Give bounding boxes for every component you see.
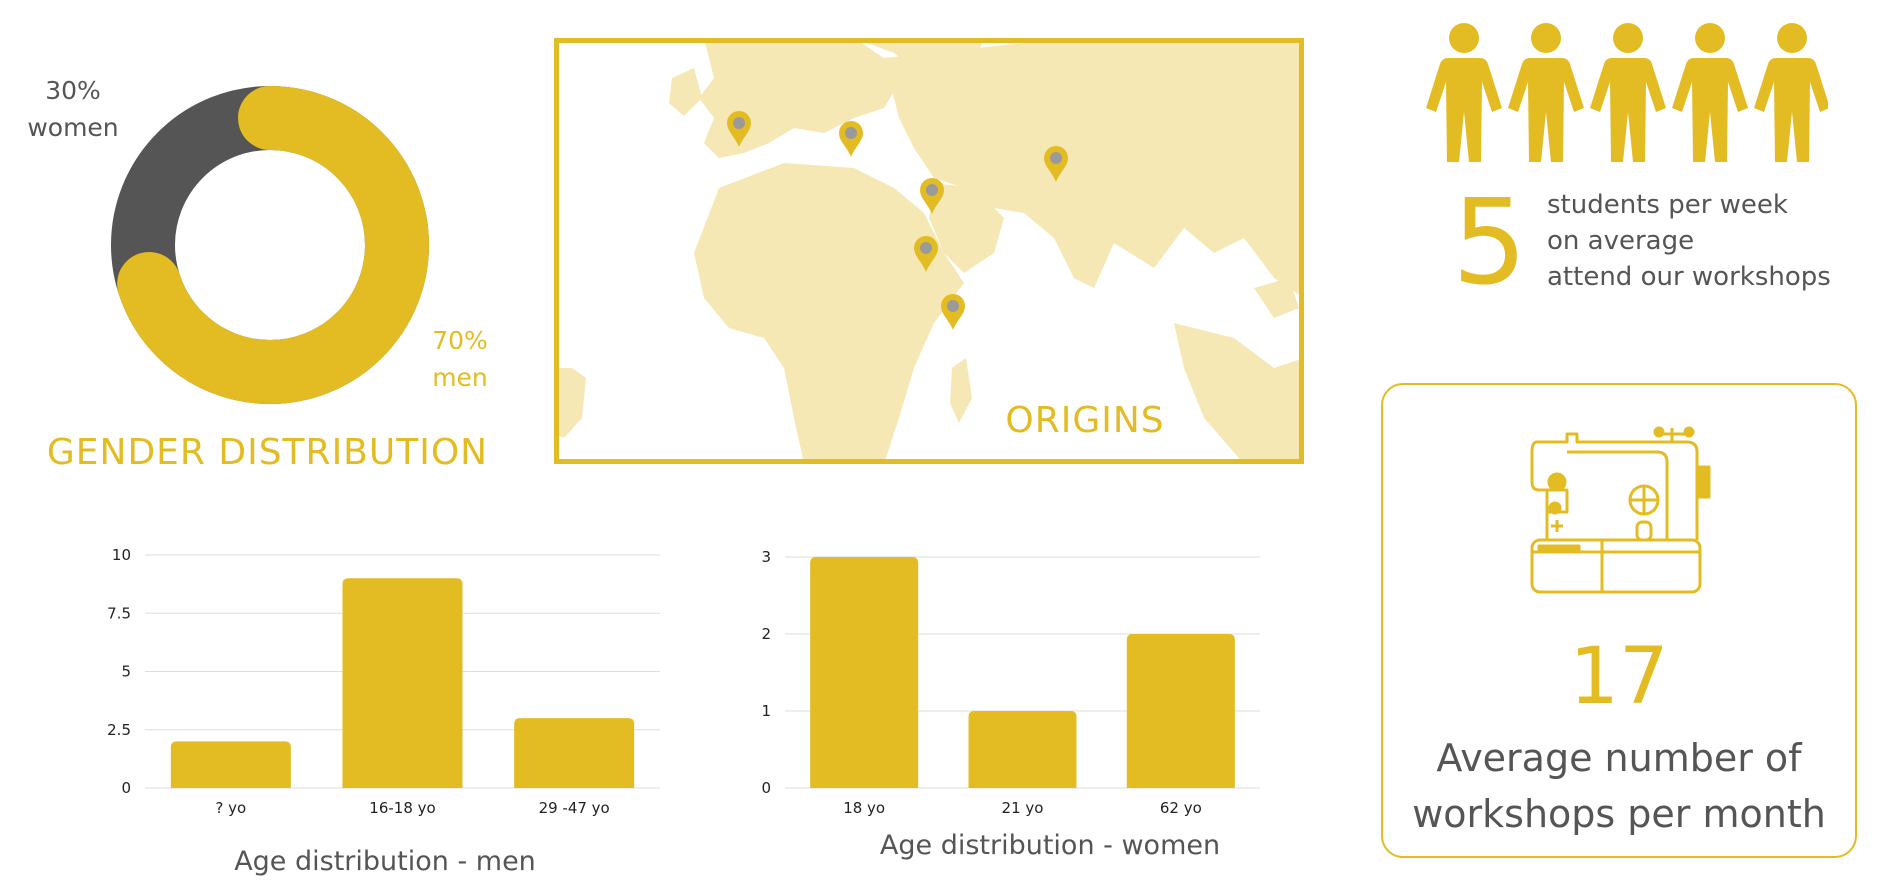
bar [170, 741, 291, 788]
men-percent: 70% [432, 326, 488, 355]
women-text: women [27, 113, 119, 142]
origin-pins [727, 111, 1068, 330]
x-tick-label: 62 yo [1160, 799, 1202, 817]
x-tick-label: 21 yo [1002, 799, 1044, 817]
x-tick-label: 18 yo [843, 799, 885, 817]
person-icon [1590, 23, 1666, 162]
person-icon [1672, 23, 1748, 162]
origins-title: ORIGINS [1005, 400, 1165, 441]
workshops-value: 17 [1569, 632, 1669, 722]
x-tick-label: 29 -47 yo [539, 799, 610, 817]
y-tick-label: 3 [761, 548, 771, 566]
y-tick-label: 10 [112, 546, 131, 564]
x-tick-label: ? yo [215, 799, 246, 817]
bar [342, 578, 463, 788]
bar [968, 711, 1077, 788]
women-percent: 30% [45, 76, 101, 105]
students-line-1: students per week [1547, 190, 1788, 220]
y-tick-label: 0 [761, 779, 771, 797]
gender-donut-chart [111, 86, 429, 404]
women-label: 30% women [18, 72, 128, 146]
y-tick-label: 1 [761, 702, 771, 720]
map-land [558, 42, 1300, 460]
map-pin-icon [920, 178, 944, 214]
map-pin-icon [839, 121, 863, 157]
women-age-bar-chart: 0 1 2 3 18 yo 21 yo 62 yo [761, 548, 1260, 817]
origins-map [554, 38, 1304, 464]
women-chart-title: Age distribution - women [879, 830, 1221, 861]
workshops-line-1: Average number of [1436, 736, 1802, 780]
students-description: students per week on average attend our … [1547, 187, 1831, 295]
men-age-bar-chart: 0 2.5 5 7.5 10 ? yo 16-18 yo 29 -47 yo [107, 546, 660, 817]
gender-title: GENDER DISTRIBUTION [46, 432, 489, 473]
person-icon [1508, 23, 1584, 162]
workshops-card [1381, 383, 1857, 858]
person-icon [1754, 23, 1828, 162]
y-tick-label: 5 [121, 663, 131, 681]
bar [514, 718, 635, 788]
map-pin-icon [727, 111, 751, 147]
bar [1126, 634, 1235, 788]
map-pin-icon [914, 236, 938, 272]
y-tick-label: 7.5 [107, 604, 131, 622]
x-tick-label: 16-18 yo [369, 799, 435, 817]
students-line-2: on average [1547, 226, 1695, 256]
students-line-3: attend our workshops [1547, 262, 1831, 292]
men-chart-title: Age distribution - men [234, 846, 536, 877]
y-tick-label: 2 [761, 625, 771, 643]
map-pin-icon [941, 294, 965, 330]
students-value: 5 [1452, 173, 1528, 311]
y-tick-label: 2.5 [107, 721, 131, 739]
workshops-line-2: workshops per month [1412, 792, 1826, 836]
people-icons [1426, 23, 1828, 162]
sewing-machine-icon [1530, 426, 1711, 594]
person-icon [1426, 23, 1502, 162]
bar [810, 557, 919, 788]
workshops-description: Average number of workshops per month [1381, 730, 1857, 842]
map-pin-icon [1044, 146, 1068, 182]
men-label: 70% men [420, 322, 500, 396]
y-tick-label: 0 [121, 779, 131, 797]
men-text: men [432, 363, 488, 392]
donut-slice-men [111, 86, 429, 404]
